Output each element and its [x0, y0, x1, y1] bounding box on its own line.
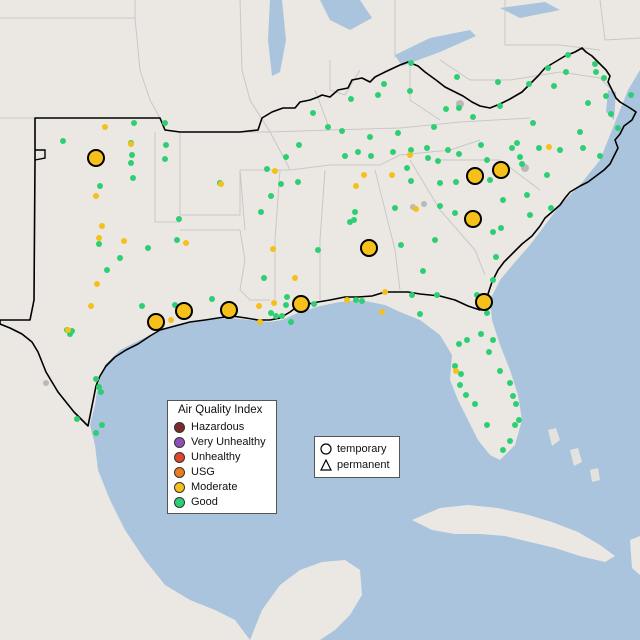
hazardous-swatch: [174, 421, 185, 433]
good-swatch: [174, 496, 185, 508]
circle-icon: [320, 443, 332, 455]
region-outline: [0, 47, 637, 427]
aqi-legend: Air Quality Index Hazardous Very Unhealt…: [167, 400, 277, 514]
hispaniola-land: [630, 536, 640, 575]
lake-erie: [395, 30, 476, 66]
region-outline-ok-panhandle: [34, 149, 46, 161]
permanent-label: permanent: [337, 459, 390, 471]
cuba-land: [412, 505, 615, 562]
legend-label: Unhealthy: [191, 451, 241, 463]
us-land: [0, 0, 640, 460]
good-monitors: [60, 52, 634, 453]
legend-item-permanent: permanent: [320, 457, 390, 473]
legend-label: Very Unhealthy: [191, 436, 266, 448]
usg-swatch: [174, 466, 185, 478]
aqi-legend-title: Air Quality Index: [178, 404, 263, 416]
moderate-swatch: [174, 481, 185, 493]
very-unhealthy-swatch: [174, 436, 185, 448]
legend-label: Hazardous: [191, 421, 245, 433]
mexico-land: [0, 320, 250, 640]
legend-item-temporary: temporary: [320, 441, 387, 457]
legend-item-hazardous: Hazardous: [174, 420, 244, 434]
bahamas-land: [548, 428, 600, 482]
legend-item-good: Good: [174, 495, 218, 509]
legend-item-moderate: Moderate: [174, 480, 237, 494]
temporary-moderate-monitors: [87, 149, 510, 331]
moderate-monitors: [65, 124, 552, 374]
legend-label: USG: [191, 466, 215, 478]
unhealthy-swatch: [174, 451, 185, 463]
legend-label: Good: [191, 496, 218, 508]
legend-label: Moderate: [191, 481, 238, 493]
lake-huron: [320, 0, 372, 30]
legend-item-very-unhealthy: Very Unhealthy: [174, 435, 266, 449]
lake-michigan: [268, 0, 286, 76]
triangle-icon: [320, 459, 332, 471]
legend-item-unhealthy: Unhealthy: [174, 450, 241, 464]
monitor-type-legend: temporary permanent: [314, 436, 400, 478]
temporary-label: temporary: [337, 443, 387, 455]
legend-item-usg: USG: [174, 465, 215, 479]
yucatan-land: [250, 560, 362, 640]
lake-ontario: [500, 2, 560, 18]
